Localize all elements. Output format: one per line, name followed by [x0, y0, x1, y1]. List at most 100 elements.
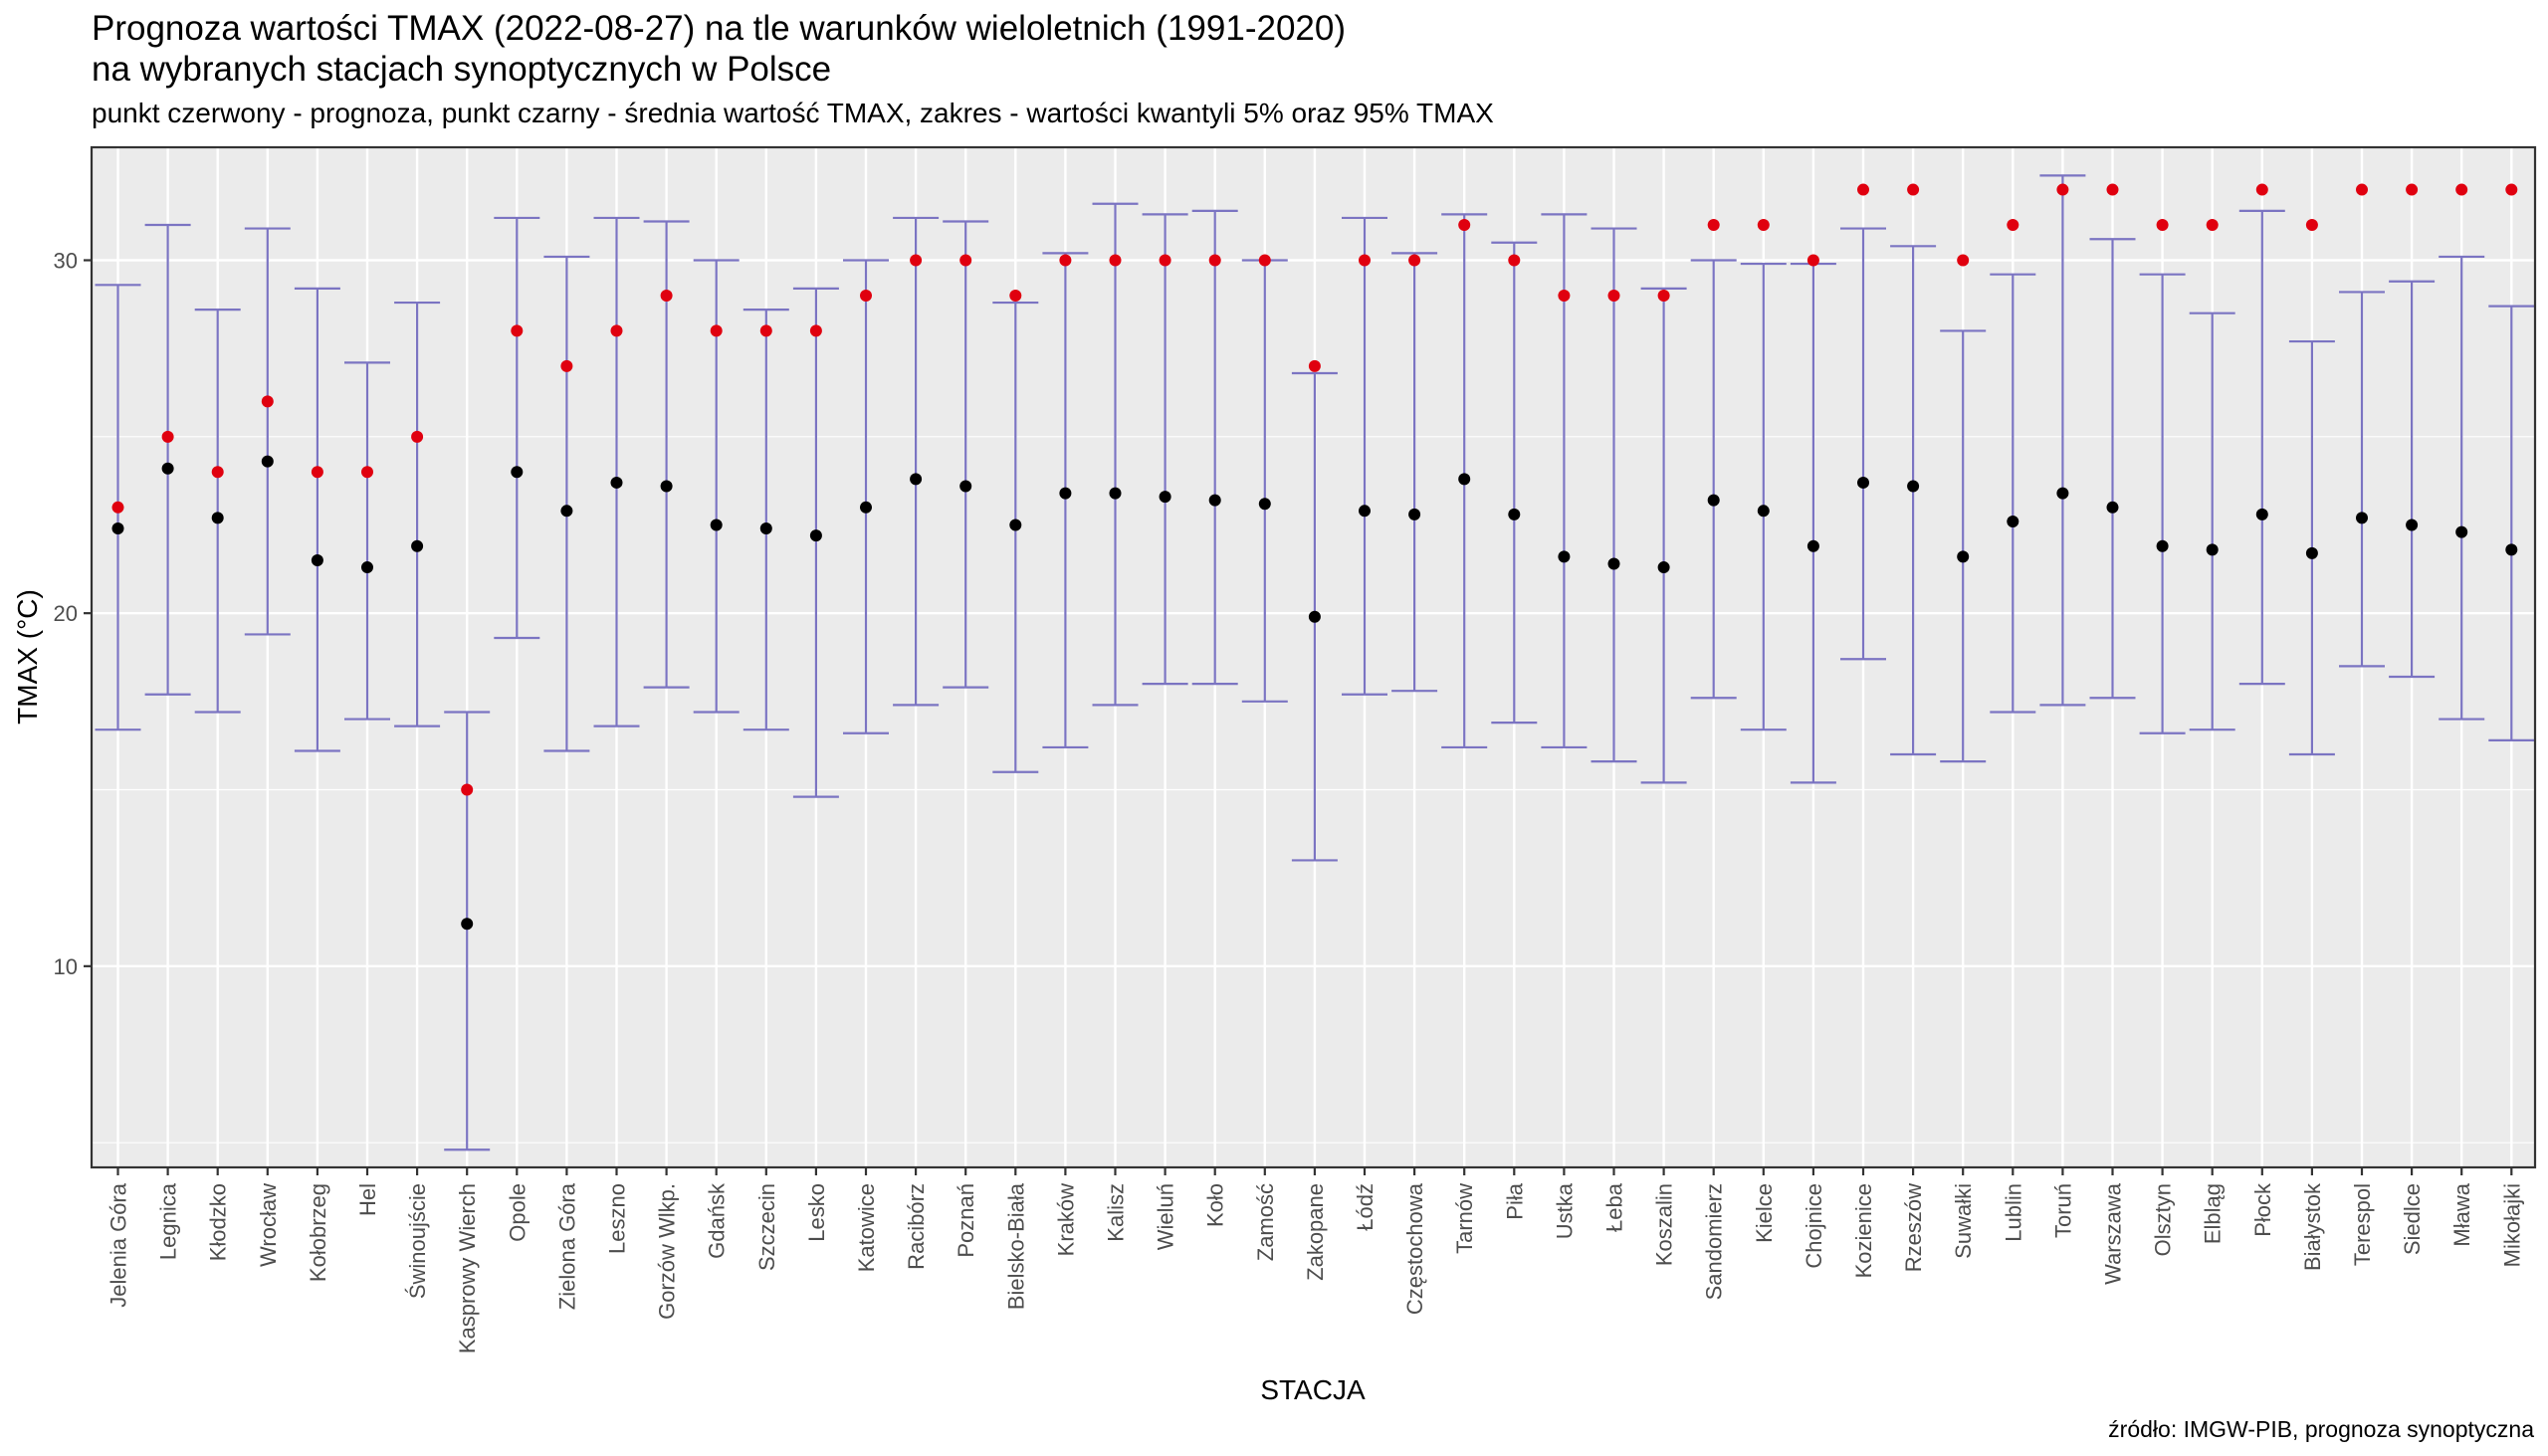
mean-point	[710, 519, 723, 531]
forecast-point	[2156, 219, 2169, 232]
chart-title-line2: na wybranych stacjach synoptycznych w Po…	[92, 50, 832, 89]
y-axis: 10 20 30	[54, 248, 92, 979]
mean-point	[2505, 543, 2518, 556]
x-tick-label: Piła	[1502, 1182, 1527, 1219]
forecast-point	[910, 254, 923, 267]
x-tick-label: Łeba	[1602, 1182, 1627, 1232]
x-tick-label: Siedlce	[2400, 1183, 2425, 1255]
forecast-point	[2056, 183, 2069, 196]
mean-point	[1857, 476, 1869, 489]
mean-point	[660, 480, 673, 493]
x-tick-label: Białystok	[2300, 1182, 2325, 1271]
mean-point	[2106, 501, 2119, 514]
x-tick-label: Zielona Góra	[554, 1182, 579, 1310]
x-tick-label: Wrocław	[256, 1183, 281, 1267]
mean-point	[261, 455, 274, 468]
mean-point	[2305, 546, 2318, 559]
mean-point	[1308, 610, 1321, 623]
mean-point	[1757, 505, 1770, 518]
forecast-point	[710, 324, 723, 337]
forecast-point	[1359, 254, 1371, 267]
x-tick-label: Elbląg	[2201, 1183, 2226, 1244]
x-tick-label: Katowice	[854, 1183, 879, 1272]
x-tick-label: Częstochowa	[1402, 1182, 1427, 1315]
forecast-point	[361, 466, 373, 479]
forecast-point	[1258, 254, 1271, 267]
x-tick-label: Opole	[505, 1183, 530, 1242]
forecast-point	[1059, 254, 1072, 267]
mean-point	[1258, 498, 1271, 511]
mean-point	[361, 561, 373, 574]
mean-point	[111, 522, 124, 535]
forecast-point	[511, 324, 524, 337]
forecast-point	[1707, 219, 1720, 232]
y-tick-label: 30	[54, 248, 78, 273]
forecast-point	[2505, 183, 2518, 196]
mean-point	[860, 501, 872, 514]
chart-title: Prognoza wartości TMAX (2022-08-27) na t…	[92, 9, 1346, 48]
forecast-point	[311, 466, 323, 479]
x-tick-label: Terespol	[2350, 1183, 2375, 1266]
x-tick-label: Mikołajki	[2499, 1183, 2524, 1267]
forecast-point	[1408, 254, 1421, 267]
mean-point	[809, 529, 822, 542]
mean-point	[1458, 473, 1471, 486]
forecast-point	[809, 324, 822, 337]
x-tick-label: Hel	[355, 1183, 380, 1216]
y-tick-label: 10	[54, 954, 78, 979]
x-tick-label: Olsztyn	[2151, 1183, 2176, 1256]
x-tick-label: Szczecin	[754, 1183, 779, 1271]
x-tick-label: Jelenia Góra	[106, 1182, 131, 1308]
x-tick-label: Lesko	[804, 1183, 829, 1242]
forecast-point	[2356, 183, 2368, 196]
x-tick-label: Koszalin	[1652, 1183, 1677, 1266]
forecast-point	[2007, 219, 2019, 232]
forecast-point	[461, 783, 474, 796]
mean-point	[1109, 487, 1122, 500]
mean-point	[1907, 480, 1920, 493]
forecast-point	[2255, 183, 2268, 196]
x-tick-label: Koło	[1203, 1183, 1228, 1227]
x-tick-label: Chojnice	[1802, 1183, 1826, 1269]
mean-point	[411, 539, 424, 552]
forecast-point	[1458, 219, 1471, 232]
mean-point	[1059, 487, 1072, 500]
mean-point	[2255, 508, 2268, 520]
x-tick-label: Kłodzko	[206, 1183, 231, 1261]
mean-point	[511, 466, 524, 479]
mean-point	[1408, 508, 1421, 520]
forecast-point	[2305, 219, 2318, 232]
mean-point	[161, 462, 174, 475]
x-tick-label: Tarnów	[1452, 1183, 1477, 1254]
forecast-point	[1957, 254, 1970, 267]
mean-point	[910, 473, 923, 486]
forecast-point	[1508, 254, 1521, 267]
forecast-point	[2406, 183, 2419, 196]
mean-point	[2356, 512, 2368, 524]
mean-point	[610, 476, 623, 489]
forecast-point	[1806, 254, 1819, 267]
forecast-point	[2206, 219, 2219, 232]
mean-point	[2406, 519, 2419, 531]
forecast-point	[610, 324, 623, 337]
range-bars	[95, 174, 2535, 1151]
mean-point	[560, 505, 573, 518]
forecast-point	[211, 466, 224, 479]
forecast-point	[860, 289, 872, 302]
x-axis: Jelenia Góra Legnica Kłodzko Wrocław Kołobrz…	[106, 1167, 2524, 1353]
x-tick-label: Świnoujście	[405, 1183, 430, 1299]
mean-point	[1657, 561, 1670, 574]
forecast-points	[111, 183, 2518, 796]
forecast-point	[261, 395, 274, 408]
mean-point	[1957, 550, 1970, 563]
forecast-point	[1159, 254, 1171, 267]
forecast-point	[759, 324, 772, 337]
x-tick-label: Racibórz	[904, 1183, 929, 1270]
x-tick-label: Sandomierz	[1702, 1183, 1727, 1300]
mean-point	[1707, 494, 1720, 507]
x-tick-label: Kołobrzeg	[306, 1183, 330, 1282]
x-tick-label: Gdańsk	[705, 1182, 730, 1259]
mean-point	[2056, 487, 2069, 500]
forecast-point	[1558, 289, 1571, 302]
